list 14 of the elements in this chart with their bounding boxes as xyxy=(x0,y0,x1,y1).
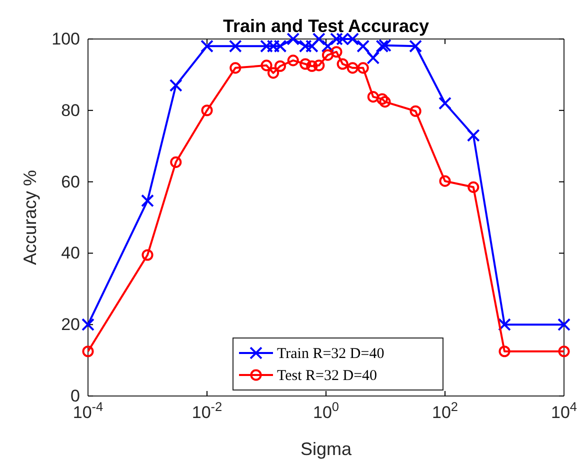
y-axis-title: Accuracy % xyxy=(20,170,40,266)
chart-title: Train and Test Accuracy xyxy=(222,16,430,36)
x-tick-label: 10$^{4}$ xyxy=(550,398,578,422)
y-tick-label: 40 xyxy=(61,244,80,263)
x-tick-label: 10$^{0}$ xyxy=(312,398,340,422)
x-tick-label: 10$^{2}$ xyxy=(432,398,458,422)
y-tick-label: 80 xyxy=(61,100,80,120)
x-tick-label: 10$^{-2}$ xyxy=(192,398,222,422)
legend-label: Train R=32 D=40 xyxy=(277,346,384,362)
y-tick-label: 60 xyxy=(61,172,80,192)
y-tick-label: 100 xyxy=(52,29,80,48)
legend-label: Test R=32 D=40 xyxy=(277,368,378,384)
x-axis-title: Sigma xyxy=(300,439,352,459)
y-tick-label: 20 xyxy=(61,315,80,334)
